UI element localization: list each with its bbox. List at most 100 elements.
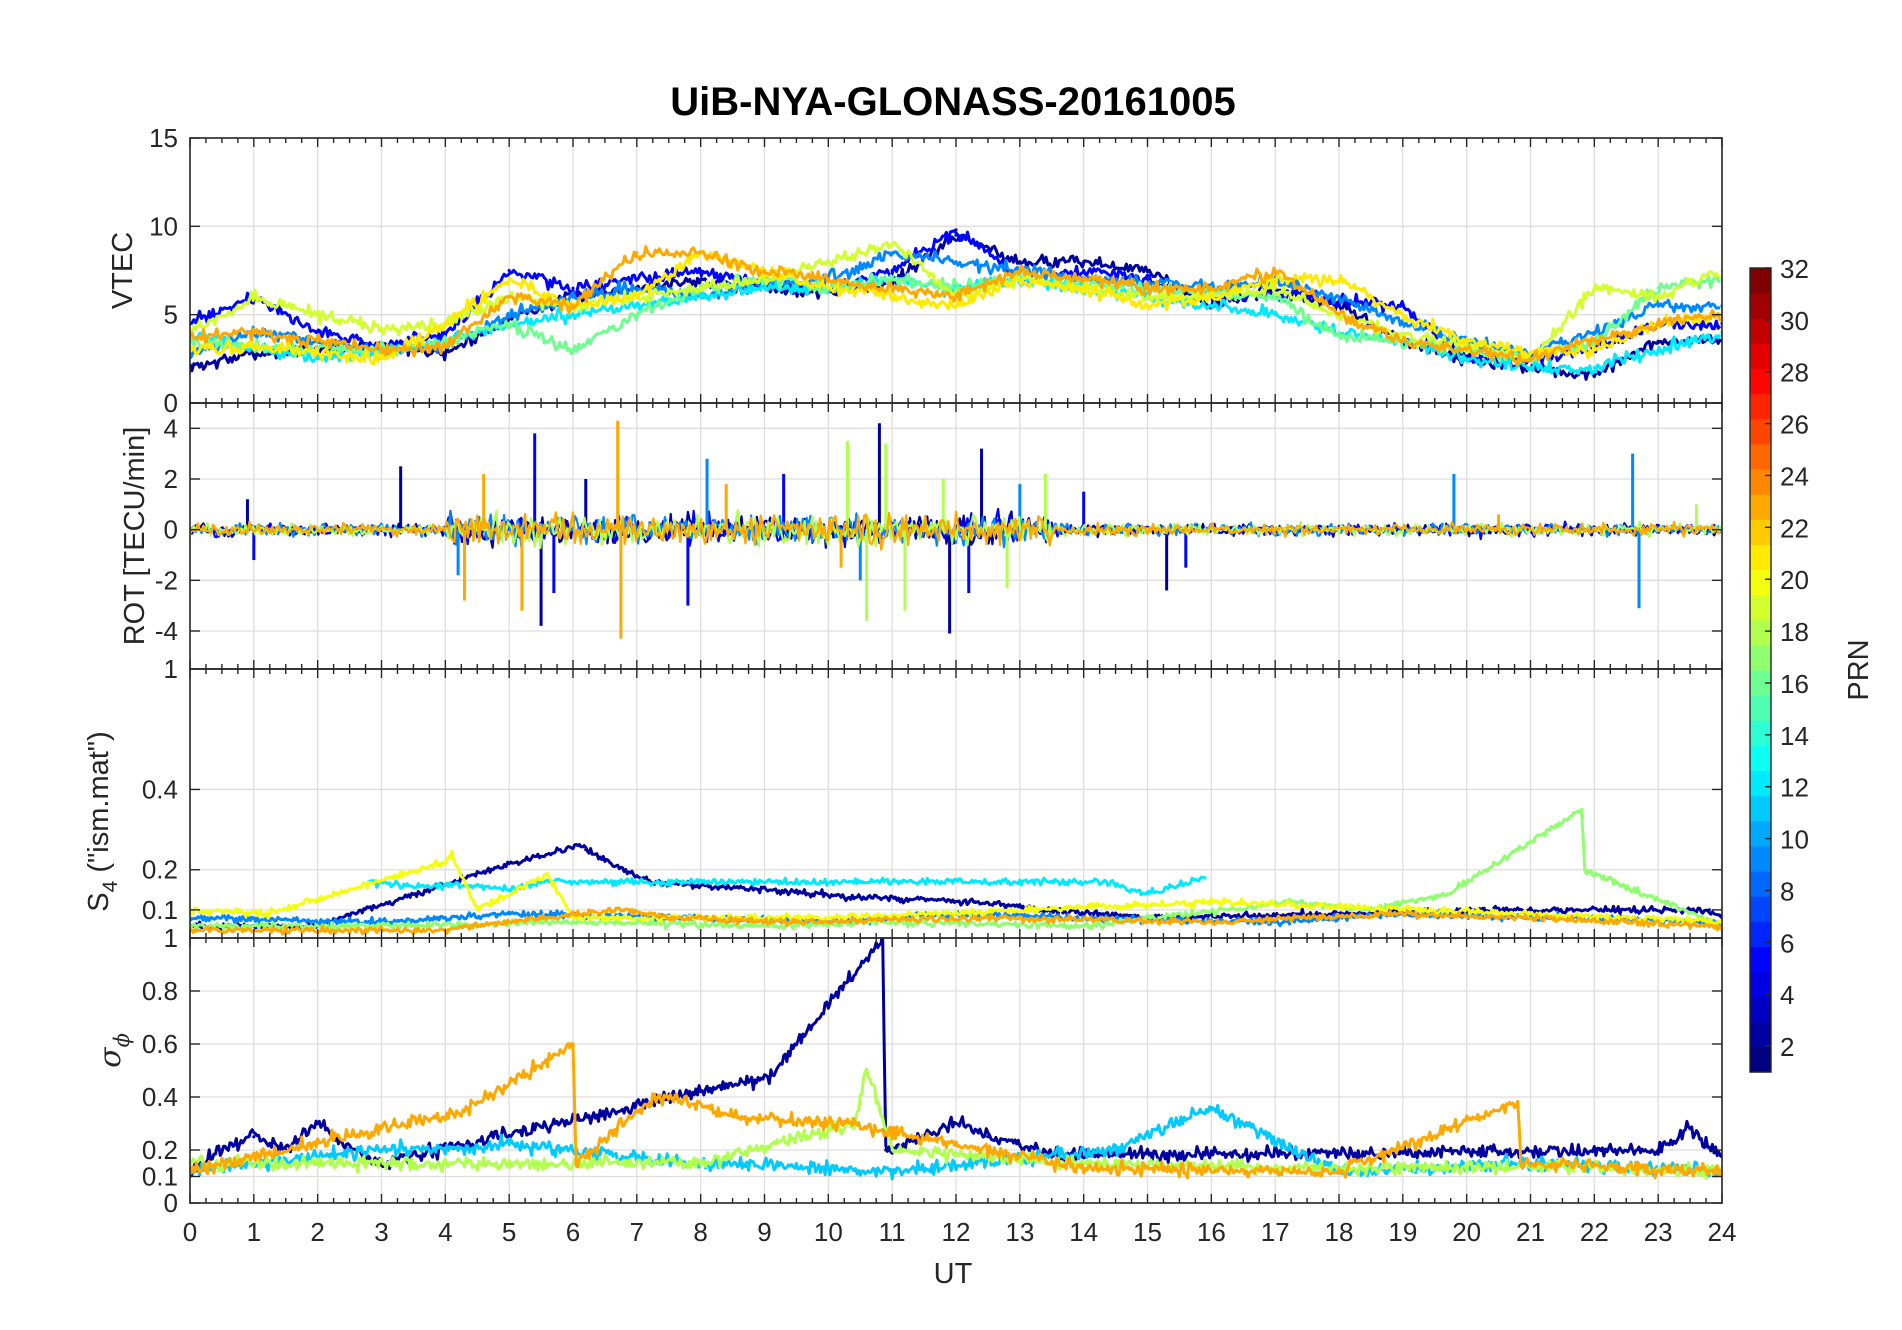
series-point-prn-21 [635, 295, 639, 299]
colorbar-frame [1749, 267, 1772, 1073]
series-point-prn-12 [699, 295, 703, 299]
colorbar-swatch [1750, 871, 1771, 897]
series-point-prn-18 [443, 1161, 447, 1165]
series-point-prn-11 [1209, 1106, 1213, 1110]
series-point-prn-21 [507, 277, 511, 281]
colorbar-swatch [1750, 971, 1771, 998]
series-point-prn-17 [762, 924, 767, 928]
colorbar-tick-label: 14 [1780, 721, 1809, 751]
series-line-prn-20 [190, 849, 1722, 926]
series-point-prn-23 [1401, 912, 1405, 916]
series-point-prn-23 [1209, 920, 1213, 924]
series-point-prn-23 [954, 295, 958, 299]
series-point-prn-2 [316, 1121, 320, 1126]
series-point-prn-16 [635, 313, 639, 317]
panel-sigma: 00.10.2 0.4 0.6 0.8 1 σϕ [93, 923, 1723, 1218]
series-point-prn-2 [986, 1135, 990, 1139]
x-axis-label: UT [934, 1258, 973, 1290]
series-point-prn-19 [252, 295, 256, 299]
series-point-prn-23 [1337, 1169, 1341, 1173]
series-point-prn-20 [443, 860, 447, 864]
series-point-prn-2 [699, 277, 703, 281]
series-point-prn-11 [507, 1143, 511, 1147]
series-point-prn-23 [1082, 1166, 1086, 1171]
series-point-prn-9 [1401, 321, 1405, 326]
series-point-prn-19 [316, 313, 320, 317]
series-point-prn-17 [1445, 892, 1450, 896]
series-point-prn-21 [1592, 348, 1596, 352]
series-point-prn-20 [1222, 900, 1226, 904]
gridlines [189, 137, 1723, 404]
colorbar-swatch [1750, 293, 1771, 319]
series-point-prn-5 [316, 330, 320, 334]
series-point-prn-23 [1465, 348, 1469, 352]
series-point-prn-2 [488, 868, 492, 872]
colorbar-swatch [1750, 368, 1771, 395]
panel-vtec: 0 5 10 15 VTEC [107, 123, 1723, 418]
series-point-prn-2 [1145, 268, 1150, 273]
x-tick-label: 7 [630, 1217, 644, 1247]
colorbar-tick-label: 12 [1780, 773, 1809, 803]
series-point-prn-12 [1656, 348, 1660, 352]
series-point-prn-9 [635, 286, 639, 290]
series-point-prn-2 [1082, 260, 1086, 264]
series-point-prn-21 [1209, 295, 1213, 299]
y-tick-label: 5 [164, 300, 178, 330]
colorbar-swatch [1750, 1046, 1771, 1073]
series-point-prn-5 [1401, 304, 1405, 308]
x-tick-label: 15 [1133, 1217, 1162, 1247]
y-tick-label: 1 [164, 654, 178, 684]
x-tick-label: 9 [757, 1217, 771, 1247]
series-line-prn-23 [190, 245, 1722, 367]
y-axis-label: S4 ("ism.mat") [83, 731, 122, 912]
x-tick-label: 19 [1388, 1217, 1417, 1247]
series-point-prn-21 [379, 357, 384, 361]
series-point-prn-9 [954, 260, 958, 264]
colorbar-swatch [1750, 418, 1771, 445]
series-point-prn-2 [973, 900, 977, 904]
series-point-prn-2 [220, 1148, 224, 1152]
colorbar-swatch [1750, 318, 1771, 344]
series-point-prn-17 [1082, 924, 1086, 928]
y-tick-label: -2 [155, 565, 178, 595]
y-tick-labels: -4 -2 0 2 4 [155, 413, 1722, 646]
series-point-prn-16 [571, 348, 575, 352]
y-tick-label: 2 [164, 464, 178, 494]
series-point-prn-9 [1656, 304, 1660, 308]
series-point-prn-23 [699, 251, 703, 255]
colorbar-swatch [1750, 695, 1771, 721]
series-point-prn-12 [1101, 880, 1105, 884]
series-point-prn-11 [890, 1169, 894, 1173]
colorbar-tick-label: 20 [1780, 565, 1809, 595]
x-tick-label: 16 [1197, 1217, 1226, 1247]
series-point-prn-23 [443, 344, 447, 349]
series-point-prn-21 [316, 351, 320, 356]
series-point-prn-19 [1145, 295, 1150, 299]
panel-s4: 0.1 0.2 0.4 1 S4 ("ism.mat") [83, 654, 1723, 939]
series-point-prn-17 [571, 920, 575, 924]
colorbar-swatch [1750, 469, 1771, 495]
series-point-prn-18 [877, 1108, 882, 1112]
series-point-prn-23 [1516, 1100, 1520, 1104]
series-group [190, 938, 1722, 1181]
series-point-prn-12 [507, 888, 511, 892]
series-point-prn-2 [252, 1135, 256, 1139]
x-tick-label: 12 [942, 1217, 971, 1247]
colorbar-swatch [1750, 594, 1771, 621]
x-tick-label: 17 [1261, 1217, 1290, 1247]
series-point-prn-12 [1273, 313, 1277, 317]
series-point-prn-5 [507, 268, 511, 273]
x-ticks [189, 669, 1723, 938]
series-point-prn-23 [890, 286, 894, 290]
colorbar-tick-label: 10 [1780, 825, 1809, 855]
colorbar-swatch [1750, 1021, 1771, 1048]
series-point-prn-23 [1528, 357, 1533, 361]
y-axis-label-main: S [83, 892, 115, 911]
y-tick-label: 1 [164, 923, 178, 953]
series-point-prn-23 [826, 277, 830, 281]
y-tick-label: 0 [164, 388, 178, 418]
series-point-prn-2 [1688, 1127, 1692, 1131]
colorbar-swatch [1750, 393, 1771, 420]
colorbar-tick-label: 24 [1780, 461, 1809, 491]
gridlines [189, 669, 1723, 938]
